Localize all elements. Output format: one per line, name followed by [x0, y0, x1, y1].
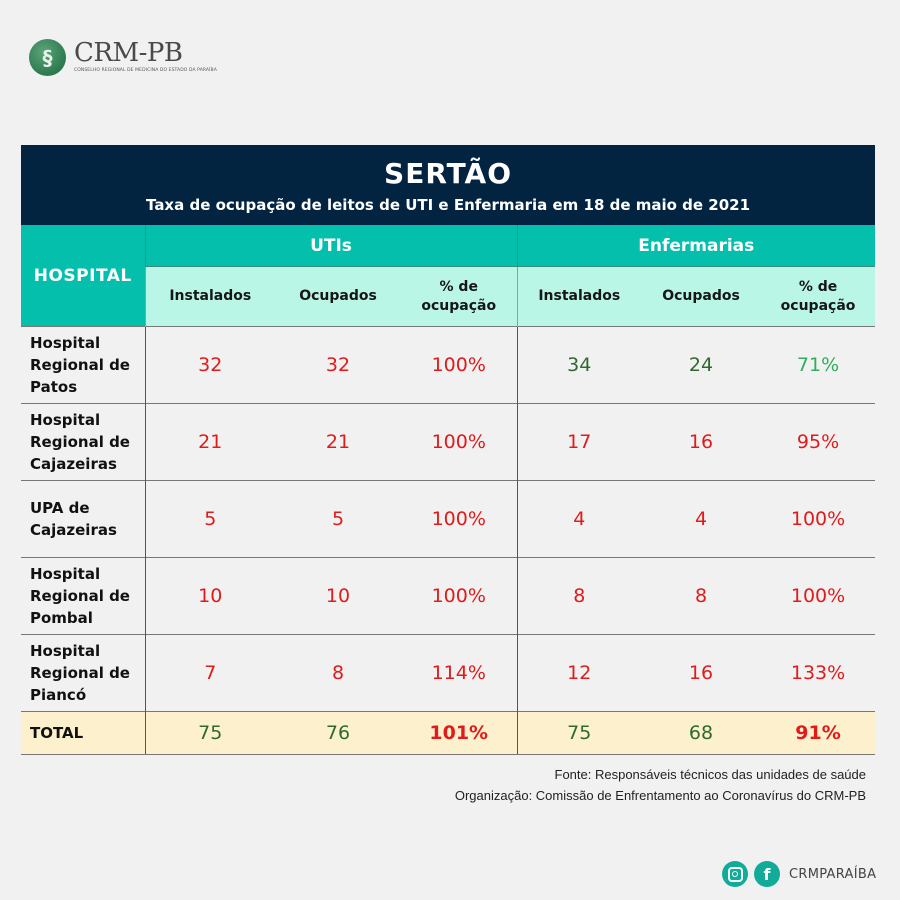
hospital-name: UPA de Cajazeiras [21, 480, 145, 558]
enf-ocupados: 4 [641, 480, 761, 558]
uti-ocupados: 5 [275, 480, 401, 558]
table-row: Hospital Regional de Piancó 7 8 114% 12 … [21, 634, 876, 712]
total-uti-ocupados: 76 [275, 711, 401, 755]
enf-instalados: 4 [516, 480, 641, 558]
total-row: TOTAL 75 76 101% 75 68 91% [21, 711, 876, 755]
crm-pb-logo: § CRM-PB CONSELHO REGIONAL DE MEDICINA D… [29, 39, 217, 76]
hospital-name: Hospital Regional de Cajazeiras [21, 403, 145, 481]
col-enf-ocupados: Ocupados [641, 266, 761, 327]
table-title-block: SERTÃO Taxa de ocupação de leitos de UTI… [21, 145, 876, 225]
uti-instalados: 32 [144, 326, 275, 404]
hospital-name: Hospital Regional de Piancó [21, 634, 145, 712]
uti-pct: 100% [401, 557, 517, 635]
enf-pct: 71% [761, 326, 876, 404]
region-title: SERTÃO [384, 157, 513, 190]
organization-line: Organização: Comissão de Enfrentamento a… [454, 788, 866, 803]
col-enf-instalados: Instalados [516, 266, 641, 327]
uti-instalados: 21 [144, 403, 275, 481]
total-enf-ocupados: 68 [641, 711, 761, 755]
col-enf-pct: % de ocupação [761, 266, 876, 327]
uti-instalados: 5 [144, 480, 275, 558]
enf-pct: 100% [761, 480, 876, 558]
enf-pct: 95% [761, 403, 876, 481]
col-uti-instalados: Instalados [144, 266, 275, 327]
total-uti-pct: 101% [401, 711, 517, 755]
total-enf-pct: 91% [761, 711, 876, 755]
social-links: f CRMPARAÍBA [722, 861, 876, 887]
uti-pct: 114% [401, 634, 517, 712]
col-uti-pct: % de ocupação [401, 266, 517, 327]
enf-instalados: 17 [516, 403, 641, 481]
table-row: Hospital Regional de Pombal 10 10 100% 8… [21, 557, 876, 635]
uti-pct: 100% [401, 403, 517, 481]
enf-pct: 133% [761, 634, 876, 712]
uti-ocupados: 32 [275, 326, 401, 404]
enf-instalados: 34 [516, 326, 641, 404]
utis-group-header: UTIs [144, 225, 517, 267]
uti-pct: 100% [401, 480, 517, 558]
enf-instalados: 8 [516, 557, 641, 635]
table-subtitle: Taxa de ocupação de leitos de UTI e Enfe… [146, 196, 751, 214]
table-row: Hospital Regional de Patos 32 32 100% 34… [21, 326, 876, 404]
uti-ocupados: 10 [275, 557, 401, 635]
uti-instalados: 7 [144, 634, 275, 712]
enf-ocupados: 24 [641, 326, 761, 404]
hospital-name: Hospital Regional de Pombal [21, 557, 145, 635]
facebook-icon[interactable]: f [754, 861, 780, 887]
occupancy-table: SERTÃO Taxa de ocupação de leitos de UTI… [21, 145, 876, 755]
enf-instalados: 12 [516, 634, 641, 712]
table-row: Hospital Regional de Cajazeiras 21 21 10… [21, 403, 876, 481]
total-enf-instalados: 75 [516, 711, 641, 755]
total-uti-instalados: 75 [144, 711, 275, 755]
uti-pct: 100% [401, 326, 517, 404]
uti-ocupados: 21 [275, 403, 401, 481]
source-notes: Fonte: Responsáveis técnicos das unidade… [455, 764, 866, 806]
enfermarias-group-header: Enfermarias [516, 225, 876, 267]
uti-instalados: 10 [144, 557, 275, 635]
col-uti-ocupados: Ocupados [275, 266, 401, 327]
enf-ocupados: 16 [641, 634, 761, 712]
total-label: TOTAL [21, 711, 145, 755]
table-row: UPA de Cajazeiras 5 5 100% 4 4 100% [21, 480, 876, 558]
hospital-name: Hospital Regional de Patos [21, 326, 145, 404]
source-line: Fonte: Responsáveis técnicos das unidade… [554, 767, 866, 782]
social-handle: CRMPARAÍBA [789, 866, 877, 882]
uti-ocupados: 8 [275, 634, 401, 712]
enf-ocupados: 8 [641, 557, 761, 635]
logo-title: CRM-PB [74, 38, 183, 68]
logo-subtitle: CONSELHO REGIONAL DE MEDICINA DO ESTADO … [74, 68, 217, 73]
instagram-icon[interactable] [722, 861, 748, 887]
enf-pct: 100% [761, 557, 876, 635]
hospital-column-header: HOSPITAL [21, 225, 145, 327]
enf-ocupados: 16 [641, 403, 761, 481]
caduceus-icon: § [29, 39, 66, 76]
